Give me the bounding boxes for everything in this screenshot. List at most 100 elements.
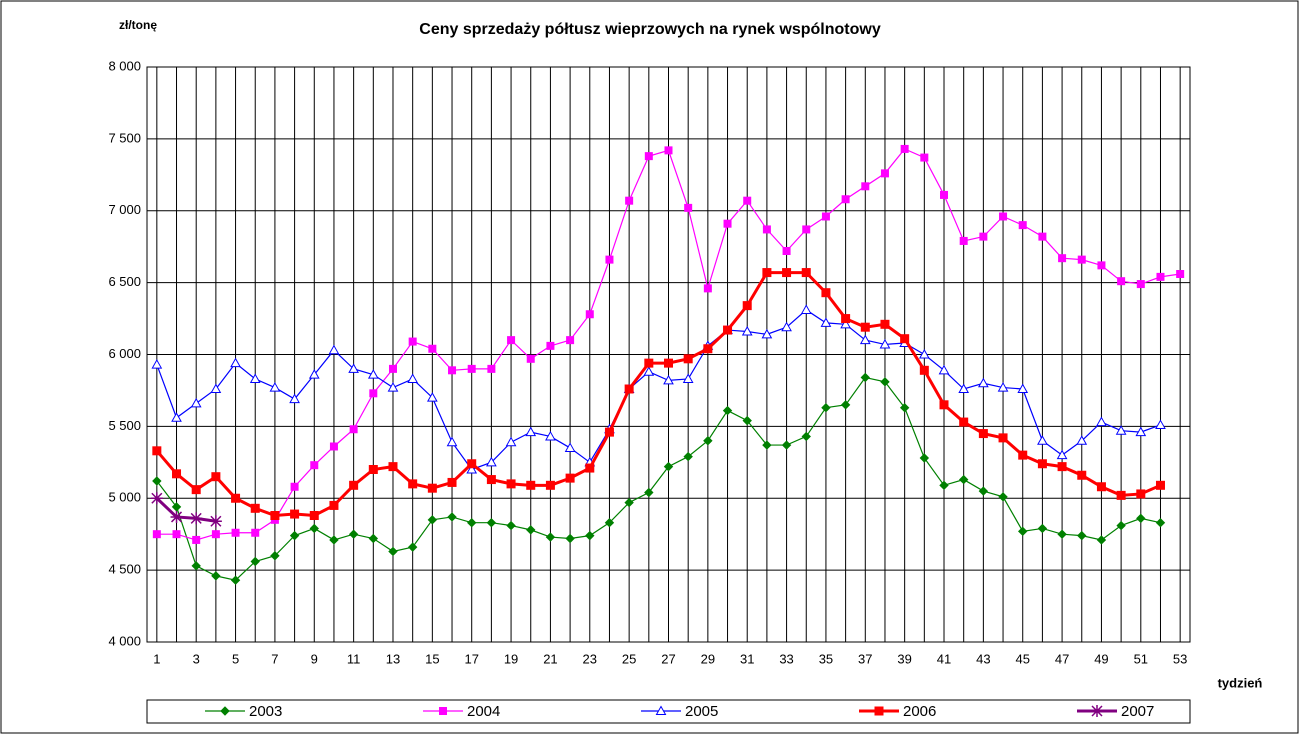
marker <box>860 372 870 383</box>
x-tick-label: 11 <box>347 651 361 666</box>
marker <box>289 393 300 404</box>
marker <box>487 364 496 373</box>
marker <box>664 146 673 155</box>
marker <box>1097 261 1106 270</box>
y-tick-label: 4 500 <box>108 562 141 577</box>
series-line <box>156 376 1161 581</box>
marker <box>781 321 792 332</box>
marker <box>920 153 929 162</box>
y-tick-label: 7 500 <box>108 130 141 145</box>
marker <box>231 493 241 503</box>
marker <box>683 451 693 462</box>
marker <box>625 196 634 205</box>
y-tick-label: 6 500 <box>108 274 141 289</box>
x-tick-label: 35 <box>819 651 833 666</box>
marker <box>505 436 517 447</box>
x-tick-label: 5 <box>232 651 239 666</box>
legend-label: 2003 <box>249 703 282 720</box>
marker <box>388 546 398 557</box>
marker <box>585 463 595 473</box>
marker <box>546 341 555 350</box>
marker <box>821 288 831 298</box>
marker <box>939 400 949 410</box>
marker <box>1058 254 1067 263</box>
marker <box>1135 426 1147 437</box>
marker <box>525 426 537 437</box>
marker <box>624 497 634 508</box>
marker <box>309 523 319 534</box>
y-tick-label: 8 000 <box>108 58 141 73</box>
marker <box>820 317 832 327</box>
marker <box>486 456 497 467</box>
x-tick-label: 25 <box>622 651 636 666</box>
marker <box>290 509 300 519</box>
legend-label: 2004 <box>467 703 500 720</box>
marker <box>152 476 162 486</box>
marker <box>840 400 851 410</box>
marker <box>624 384 634 394</box>
marker <box>290 482 299 491</box>
marker <box>1115 425 1127 435</box>
marker <box>841 195 850 204</box>
marker <box>643 366 655 376</box>
marker <box>368 465 378 474</box>
marker <box>388 364 397 373</box>
marker <box>446 436 458 447</box>
marker <box>1017 383 1029 393</box>
x-tick-label: 47 <box>1055 651 1069 666</box>
marker <box>1091 705 1103 717</box>
marker <box>781 440 792 450</box>
marker <box>703 344 713 354</box>
marker <box>683 354 693 364</box>
y-tick-label: 4 000 <box>108 633 141 648</box>
marker <box>348 363 359 373</box>
marker <box>308 369 320 379</box>
series-line <box>156 309 1161 471</box>
x-axis-label: tydzień <box>1218 675 1263 690</box>
x-tick-label: 21 <box>543 651 557 666</box>
marker <box>565 473 575 483</box>
marker <box>230 575 241 585</box>
marker <box>723 219 732 228</box>
x-tick-label: 29 <box>701 651 715 666</box>
marker <box>604 427 614 437</box>
x-tick-label: 31 <box>740 651 754 666</box>
marker <box>743 196 752 205</box>
marker <box>979 232 988 241</box>
marker <box>1096 535 1107 545</box>
marker <box>940 190 949 199</box>
marker <box>439 707 447 715</box>
chart-title: Ceny sprzedaży półtusz wieprzowych na ry… <box>419 21 881 38</box>
marker <box>761 328 773 339</box>
marker <box>231 528 240 537</box>
marker <box>368 533 379 544</box>
x-tick-label: 3 <box>193 651 200 666</box>
marker <box>310 461 319 470</box>
marker <box>506 479 516 489</box>
marker <box>486 475 496 485</box>
marker <box>880 169 889 178</box>
marker <box>171 502 182 512</box>
marker <box>1076 435 1088 445</box>
marker <box>270 551 280 561</box>
marker <box>1077 470 1087 480</box>
marker <box>663 461 674 472</box>
marker <box>545 430 556 441</box>
marker <box>879 338 891 349</box>
marker <box>585 530 595 541</box>
legend-label: 2005 <box>685 703 718 720</box>
x-tick-label: 49 <box>1094 651 1108 666</box>
marker <box>1176 270 1185 278</box>
marker <box>880 377 890 387</box>
marker <box>211 530 220 539</box>
marker <box>387 382 399 392</box>
marker <box>800 304 812 314</box>
marker <box>251 528 260 537</box>
marker <box>958 383 970 393</box>
marker <box>210 383 222 393</box>
marker <box>1155 517 1166 528</box>
marker <box>1116 520 1126 531</box>
marker <box>938 364 950 375</box>
marker <box>427 515 438 525</box>
